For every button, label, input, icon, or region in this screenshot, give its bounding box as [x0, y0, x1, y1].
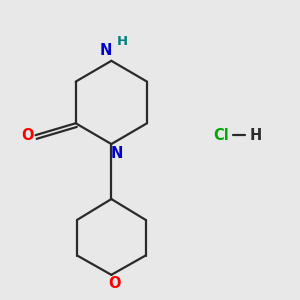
Text: H: H [117, 35, 128, 48]
Text: H: H [249, 128, 262, 142]
Text: Cl: Cl [214, 128, 229, 142]
Text: N: N [100, 44, 112, 59]
Text: O: O [108, 276, 121, 291]
Text: O: O [22, 128, 34, 142]
Text: N: N [110, 146, 123, 160]
